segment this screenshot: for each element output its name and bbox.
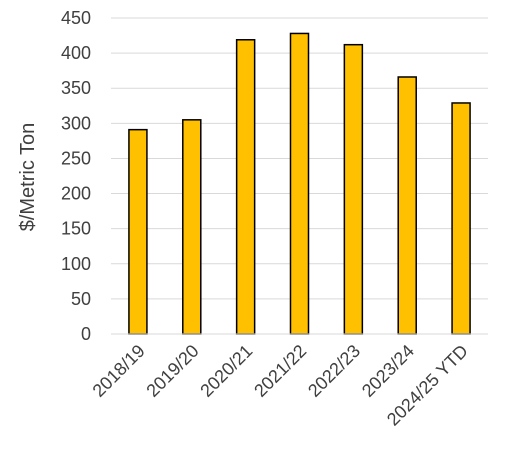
bars xyxy=(128,32,471,335)
bar xyxy=(182,119,202,335)
y-tick-label: 100 xyxy=(61,254,91,274)
x-tick-label: 2018/19 xyxy=(89,341,149,401)
x-tick-label: 2019/20 xyxy=(142,341,202,401)
y-axis-title: $/Metric Ton xyxy=(17,123,39,232)
y-tick-label: 0 xyxy=(81,324,91,344)
bar xyxy=(235,39,256,335)
y-tick-label: 450 xyxy=(61,8,91,28)
bar xyxy=(451,102,471,335)
x-tick-label: 2022/23 xyxy=(304,341,364,401)
x-tick-label: 2020/21 xyxy=(196,341,256,401)
bar xyxy=(289,32,310,335)
bar xyxy=(128,128,148,335)
y-tick-label: 250 xyxy=(61,148,91,168)
y-tick-label: 200 xyxy=(61,184,91,204)
y-tick-label: 350 xyxy=(61,78,91,98)
x-tick-labels: 2018/192019/202020/212021/222022/232023/… xyxy=(89,341,472,430)
x-tick-label: 2021/22 xyxy=(250,341,310,401)
y-tick-label: 300 xyxy=(61,113,91,133)
y-tick-label: 150 xyxy=(61,219,91,239)
y-tick-label: 400 xyxy=(61,43,91,63)
y-tick-label: 50 xyxy=(71,289,91,309)
y-tick-labels: 0 50 100 150 200 250 300 350 400 450 xyxy=(61,8,91,344)
bar xyxy=(397,76,417,335)
bar xyxy=(343,43,364,335)
